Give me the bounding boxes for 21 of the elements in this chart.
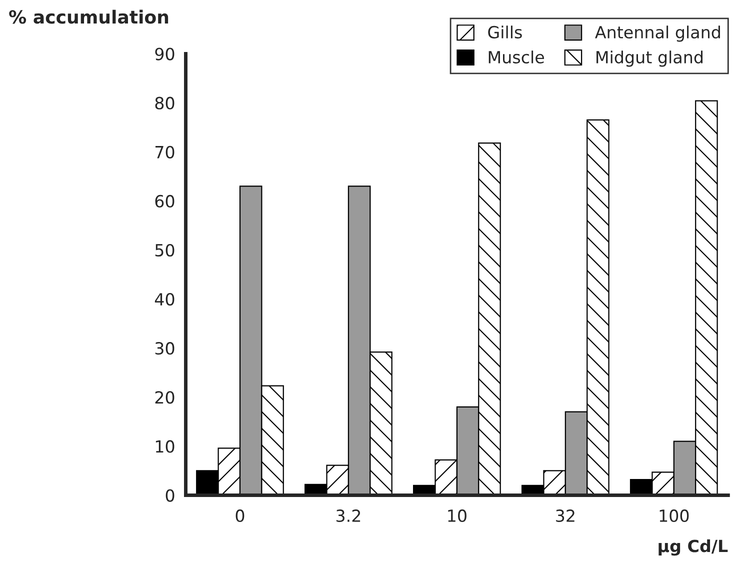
y-tick-label: 0 [166,489,174,502]
x-axis-title: µg Cd/L [658,539,728,556]
y-tick-label: 40 [154,293,174,306]
x-tick-label: 100 [660,509,689,522]
x-tick-label: 32 [556,509,574,522]
y-axis-title: % accumulation [9,10,168,24]
y-tick-label: 80 [155,96,174,110]
y-tick-label: 60 [155,194,174,208]
legend-label: Antennal gland [595,26,720,42]
y-tick-label: 90 [155,48,174,60]
y-tick-label: 30 [155,342,174,355]
x-tick-label: 3.2 [336,509,360,522]
x-tick-label: 10 [448,509,466,522]
y-tick-label: 50 [155,244,174,257]
legend-label: Muscle [488,50,544,64]
y-tick-label: 10 [156,440,174,453]
y-tick-label: 70 [155,146,174,158]
y-tick-label: 20 [155,391,174,404]
x-tick-label: 0 [236,509,244,522]
legend-label: Midgut gland [596,50,703,67]
legend-label: Gills [488,26,522,39]
